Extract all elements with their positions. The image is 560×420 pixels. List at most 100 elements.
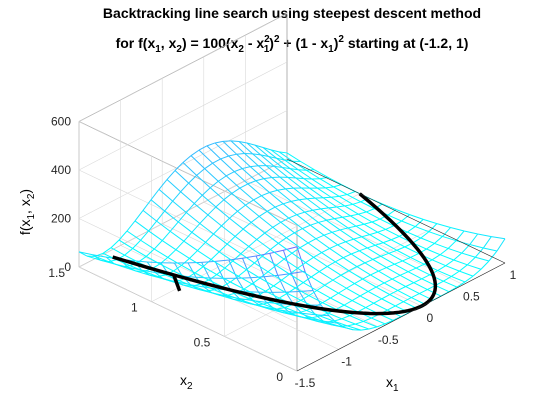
mesh-segment — [287, 176, 296, 179]
mesh-segment — [173, 262, 183, 277]
mesh-segment — [410, 256, 425, 265]
mesh-segment — [310, 271, 320, 278]
mesh-segment — [142, 210, 157, 222]
x2-tick-label: 0.5 — [194, 335, 211, 349]
mesh-segment — [264, 232, 279, 244]
mesh-segment — [314, 197, 330, 209]
mesh-segment — [469, 233, 479, 245]
mesh-segment — [420, 237, 435, 244]
mesh-segment — [355, 323, 370, 330]
mesh-segment — [355, 320, 364, 325]
mesh-segment — [403, 297, 412, 303]
mesh-segment — [248, 239, 258, 247]
mesh-segment — [175, 249, 190, 259]
mesh-segment — [228, 155, 243, 169]
mesh-segment — [172, 191, 182, 202]
mesh-segment — [255, 178, 265, 182]
mesh-segment — [296, 214, 311, 226]
mesh-segment — [391, 239, 406, 248]
mesh-segment — [297, 262, 306, 269]
mesh-segment — [467, 264, 482, 270]
mesh-segment — [209, 180, 219, 189]
mesh-segment — [331, 231, 346, 243]
mesh-segment — [167, 256, 182, 266]
gridline — [203, 201, 422, 307]
mesh-segment — [388, 249, 398, 254]
mesh-segment — [231, 187, 241, 194]
mesh-segment — [358, 213, 373, 223]
mesh-segment — [290, 200, 306, 213]
box-edge — [296, 262, 506, 372]
gridline — [78, 13, 288, 122]
mesh-segment — [220, 158, 235, 173]
mesh-segment — [366, 247, 382, 257]
mesh-segment — [277, 188, 286, 191]
mesh-segment — [315, 234, 325, 240]
mesh-segment — [335, 304, 345, 310]
mesh-segment — [347, 323, 356, 327]
mesh-segment — [330, 297, 345, 306]
mesh-segment — [310, 276, 326, 286]
mesh-segment — [377, 228, 386, 233]
mesh-segment — [343, 253, 352, 259]
mesh-segment — [455, 230, 465, 242]
mesh-segment — [183, 240, 198, 251]
mesh-segment — [234, 168, 243, 173]
mesh-segment — [194, 272, 209, 281]
mesh-segment — [302, 228, 317, 240]
mesh-segment — [456, 281, 466, 288]
mesh-segment — [276, 157, 291, 170]
mesh-segment — [263, 178, 278, 191]
mesh-segment — [461, 244, 471, 254]
mesh-segment — [239, 183, 249, 189]
mesh-segment — [251, 283, 266, 292]
mesh-segment — [246, 262, 255, 271]
mesh-segment — [159, 263, 174, 272]
mesh-segment — [241, 168, 257, 182]
gridline — [78, 218, 298, 323]
mesh-segment — [297, 169, 313, 180]
mesh-segment — [307, 197, 316, 200]
mesh-segment — [246, 269, 261, 279]
mesh-segment — [391, 235, 400, 241]
mesh-segment — [474, 247, 484, 258]
mesh-segment — [324, 279, 334, 286]
mesh-segment — [414, 218, 424, 227]
mesh-segment — [230, 140, 240, 143]
mesh-segment — [382, 203, 397, 210]
mesh-segment — [206, 145, 221, 160]
mesh-segment — [153, 248, 169, 258]
mesh-segment — [349, 315, 364, 322]
mesh-segment — [250, 165, 259, 168]
mesh-segment — [141, 269, 156, 274]
mesh-segment — [320, 208, 335, 220]
mesh-segment — [189, 250, 198, 259]
descent-path-line — [112, 192, 438, 316]
mesh-segment — [184, 285, 199, 290]
mesh-segment — [253, 199, 268, 212]
mesh-segment — [391, 274, 401, 280]
mesh-segment — [214, 140, 224, 144]
mesh-segment — [295, 287, 310, 297]
mesh-segment — [413, 282, 428, 290]
mesh-segment — [143, 270, 158, 277]
mesh-segment — [249, 166, 265, 180]
mesh-segment — [229, 217, 244, 230]
mesh-segment — [295, 177, 304, 180]
mesh-segment — [190, 284, 205, 288]
mesh-segment — [337, 244, 352, 255]
mesh-segment — [249, 298, 264, 305]
mesh-segment — [328, 207, 343, 218]
mesh-segment — [315, 238, 330, 249]
mesh-segment — [464, 275, 474, 283]
mesh-segment — [217, 180, 233, 194]
mesh-segment — [215, 259, 229, 262]
mesh-segment — [343, 300, 353, 306]
mesh-segment — [467, 256, 476, 266]
mesh-segment — [386, 267, 401, 276]
mesh-segment — [283, 258, 298, 269]
mesh-segment — [255, 180, 270, 193]
mesh-segment — [305, 262, 320, 272]
mesh-segment — [268, 156, 283, 168]
